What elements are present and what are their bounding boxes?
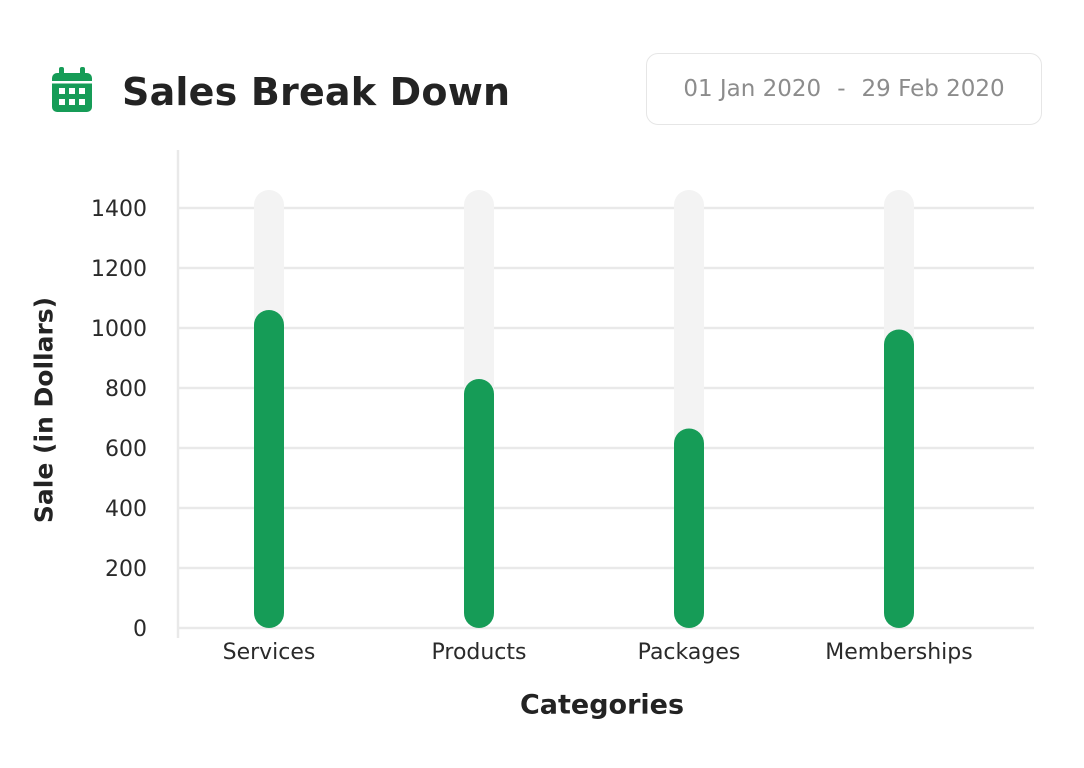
y-tick-label: 600 <box>105 437 147 462</box>
date-range-end: 29 Feb 2020 <box>861 76 1005 102</box>
y-axis-title: Sale (in Dollars) <box>29 296 59 524</box>
bar <box>674 428 704 628</box>
y-tick-label: 800 <box>105 377 147 402</box>
bar <box>884 329 914 628</box>
y-tick-label: 0 <box>133 617 147 642</box>
y-tick-label: 400 <box>105 497 147 522</box>
y-tick-label: 1000 <box>91 317 147 342</box>
date-range-separator: - <box>837 76 846 102</box>
x-tick-label: Packages <box>638 640 741 665</box>
bar <box>254 310 284 628</box>
y-tick-label: 1400 <box>91 197 147 222</box>
chart-title: Sales Break Down <box>122 70 511 114</box>
y-tick-label: 1200 <box>91 257 147 282</box>
bar <box>464 379 494 628</box>
y-tick-label: 200 <box>105 557 147 582</box>
calendar-icon <box>52 67 92 112</box>
x-tick-label: Memberships <box>825 640 972 665</box>
date-range-picker[interactable]: 01 Jan 2020 - 29 Feb 2020 <box>646 53 1042 125</box>
x-tick-label: Products <box>432 640 527 665</box>
x-tick-label: Services <box>223 640 316 665</box>
x-axis-title: Categories <box>519 689 685 721</box>
date-range-start: 01 Jan 2020 <box>683 76 822 102</box>
